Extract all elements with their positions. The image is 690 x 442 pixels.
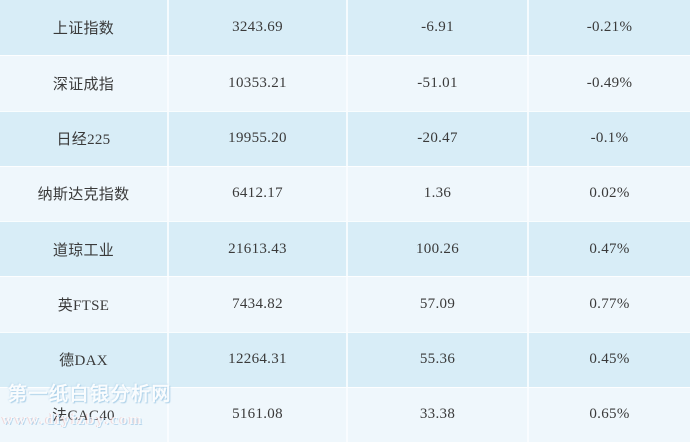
cell-change: 57.09 <box>348 277 529 332</box>
cell-change: -51.01 <box>348 56 529 111</box>
cell-last-price: 21613.43 <box>169 222 348 277</box>
table-row: 纳斯达克指数 6412.17 1.36 0.02% <box>0 165 690 221</box>
cell-change-percent: 0.02% <box>589 185 630 202</box>
table-row: 深证成指 10353.21 -51.01 -0.49% <box>0 55 690 111</box>
cell-index-name: 德DAX <box>0 332 169 387</box>
cell-last-price: 12264.31 <box>169 332 348 387</box>
table-row: 道琼工业 21613.43 100.26 0.47% <box>0 221 690 277</box>
cell-change: -20.47 <box>348 111 529 166</box>
cell-change: 100.26 <box>348 222 529 277</box>
table-row: 英FTSE 7434.82 57.09 0.77% <box>0 276 690 332</box>
table-row: 法CAC40 5161.08 33.38 0.65% <box>0 386 690 442</box>
cell-index-name: 深证成指 <box>0 56 169 111</box>
cell-last-price: 7434.82 <box>169 277 348 332</box>
table-row: 德DAX 12264.31 55.36 0.45% <box>0 331 690 387</box>
cell-index-name: 纳斯达克指数 <box>0 166 169 221</box>
cell-change: -6.91 <box>348 0 529 56</box>
table-row: 上证指数 3243.69 -6.91 -0.21% <box>0 0 690 56</box>
cell-index-name: 道琼工业 <box>0 222 169 277</box>
cell-index-name: 法CAC40 <box>0 387 169 442</box>
cell-index-name: 上证指数 <box>0 0 169 56</box>
cell-change-percent: -0.1% <box>590 130 629 147</box>
cell-change-percent: 0.65% <box>589 406 630 423</box>
cell-last-price: 5161.08 <box>169 387 348 442</box>
cell-last-price: 19955.20 <box>169 111 348 166</box>
cell-change-percent: 0.45% <box>589 351 630 368</box>
cell-change: 55.36 <box>348 332 529 387</box>
cell-last-price: 6412.17 <box>169 166 348 221</box>
cell-index-name: 日经225 <box>0 111 169 166</box>
cell-change: 1.36 <box>348 166 529 221</box>
cell-change-percent: 0.77% <box>589 295 630 312</box>
cell-change: 33.38 <box>348 387 529 442</box>
table-row: 日经225 19955.20 -20.47 -0.1% <box>0 110 690 166</box>
cell-change-percent: 0.47% <box>589 240 630 257</box>
cell-last-price: 3243.69 <box>169 0 348 56</box>
cell-last-price: 10353.21 <box>169 56 348 111</box>
cell-change-percent: -0.21% <box>586 19 633 36</box>
cell-index-name: 英FTSE <box>0 277 169 332</box>
cell-change-percent: -0.49% <box>586 74 633 91</box>
